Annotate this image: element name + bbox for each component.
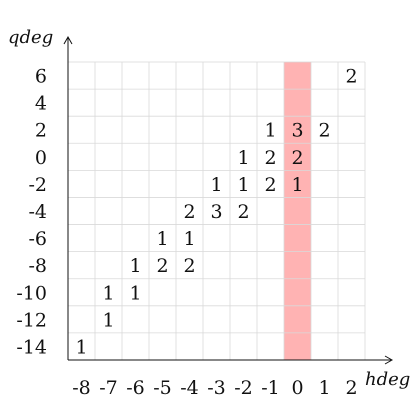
y-tick-label: -12 bbox=[16, 309, 47, 331]
x-tick-label: -7 bbox=[99, 377, 118, 399]
cell-value: 2 bbox=[183, 255, 195, 277]
cell-value: 1 bbox=[183, 228, 195, 250]
x-tick-label: -6 bbox=[126, 377, 145, 399]
y-axis-label: qdeg bbox=[8, 27, 53, 48]
axes-layer bbox=[63, 35, 394, 365]
y-tick-label: 0 bbox=[35, 147, 47, 169]
y-tick-label: -14 bbox=[16, 336, 47, 358]
cell-value: 2 bbox=[237, 201, 249, 223]
x-tick-label: -1 bbox=[261, 377, 280, 399]
x-tick-label: -8 bbox=[72, 377, 91, 399]
grid-layer bbox=[67, 61, 366, 361]
cell-value: 1 bbox=[102, 282, 114, 304]
cell-value: 2 bbox=[318, 120, 330, 142]
cell-value: 3 bbox=[291, 120, 303, 142]
x-tick-label: 0 bbox=[291, 377, 303, 399]
cell-value: 3 bbox=[210, 201, 222, 223]
highlight-layer bbox=[284, 62, 311, 360]
y-tick-label: -6 bbox=[28, 228, 47, 250]
x-tick-label: -3 bbox=[207, 377, 226, 399]
x-tick-label: -2 bbox=[234, 377, 253, 399]
y-axis-arrow bbox=[63, 35, 73, 45]
cell-value: 1 bbox=[75, 336, 87, 358]
cell-value: 1 bbox=[237, 147, 249, 169]
x-axis-label: hdeg bbox=[365, 369, 410, 390]
x-tick-label: -5 bbox=[153, 377, 172, 399]
x-axis-arrow bbox=[384, 355, 394, 365]
y-tick-label: -2 bbox=[28, 174, 47, 196]
x-tick-label: 1 bbox=[318, 377, 330, 399]
cell-value: 1 bbox=[291, 174, 303, 196]
cell-value: 1 bbox=[264, 120, 276, 142]
cell-value: 2 bbox=[156, 255, 168, 277]
y-tick-label: -10 bbox=[16, 282, 47, 304]
cell-value: 1 bbox=[129, 255, 141, 277]
highlight-column bbox=[284, 62, 311, 360]
cell-value: 2 bbox=[291, 147, 303, 169]
cell-value: 1 bbox=[102, 309, 114, 331]
y-tick-label: -8 bbox=[28, 255, 47, 277]
y-tick-label: 4 bbox=[35, 93, 47, 115]
cell-value: 1 bbox=[129, 282, 141, 304]
cell-value: 2 bbox=[264, 174, 276, 196]
y-tick-label: -4 bbox=[28, 201, 47, 223]
cell-value: 2 bbox=[345, 66, 357, 88]
x-tick-label: -4 bbox=[180, 377, 199, 399]
cell-value: 2 bbox=[183, 201, 195, 223]
y-tick-label: 2 bbox=[35, 120, 47, 142]
cell-value: 1 bbox=[156, 228, 168, 250]
cell-value: 2 bbox=[264, 147, 276, 169]
y-tick-label: 6 bbox=[35, 66, 47, 88]
cell-value: 1 bbox=[237, 174, 249, 196]
x-tick-label: 2 bbox=[345, 377, 357, 399]
cell-value: 1 bbox=[210, 174, 222, 196]
cells-layer: 21 3 21 2 21 1 2 12 3 21 11 2 21 111 bbox=[75, 66, 357, 359]
